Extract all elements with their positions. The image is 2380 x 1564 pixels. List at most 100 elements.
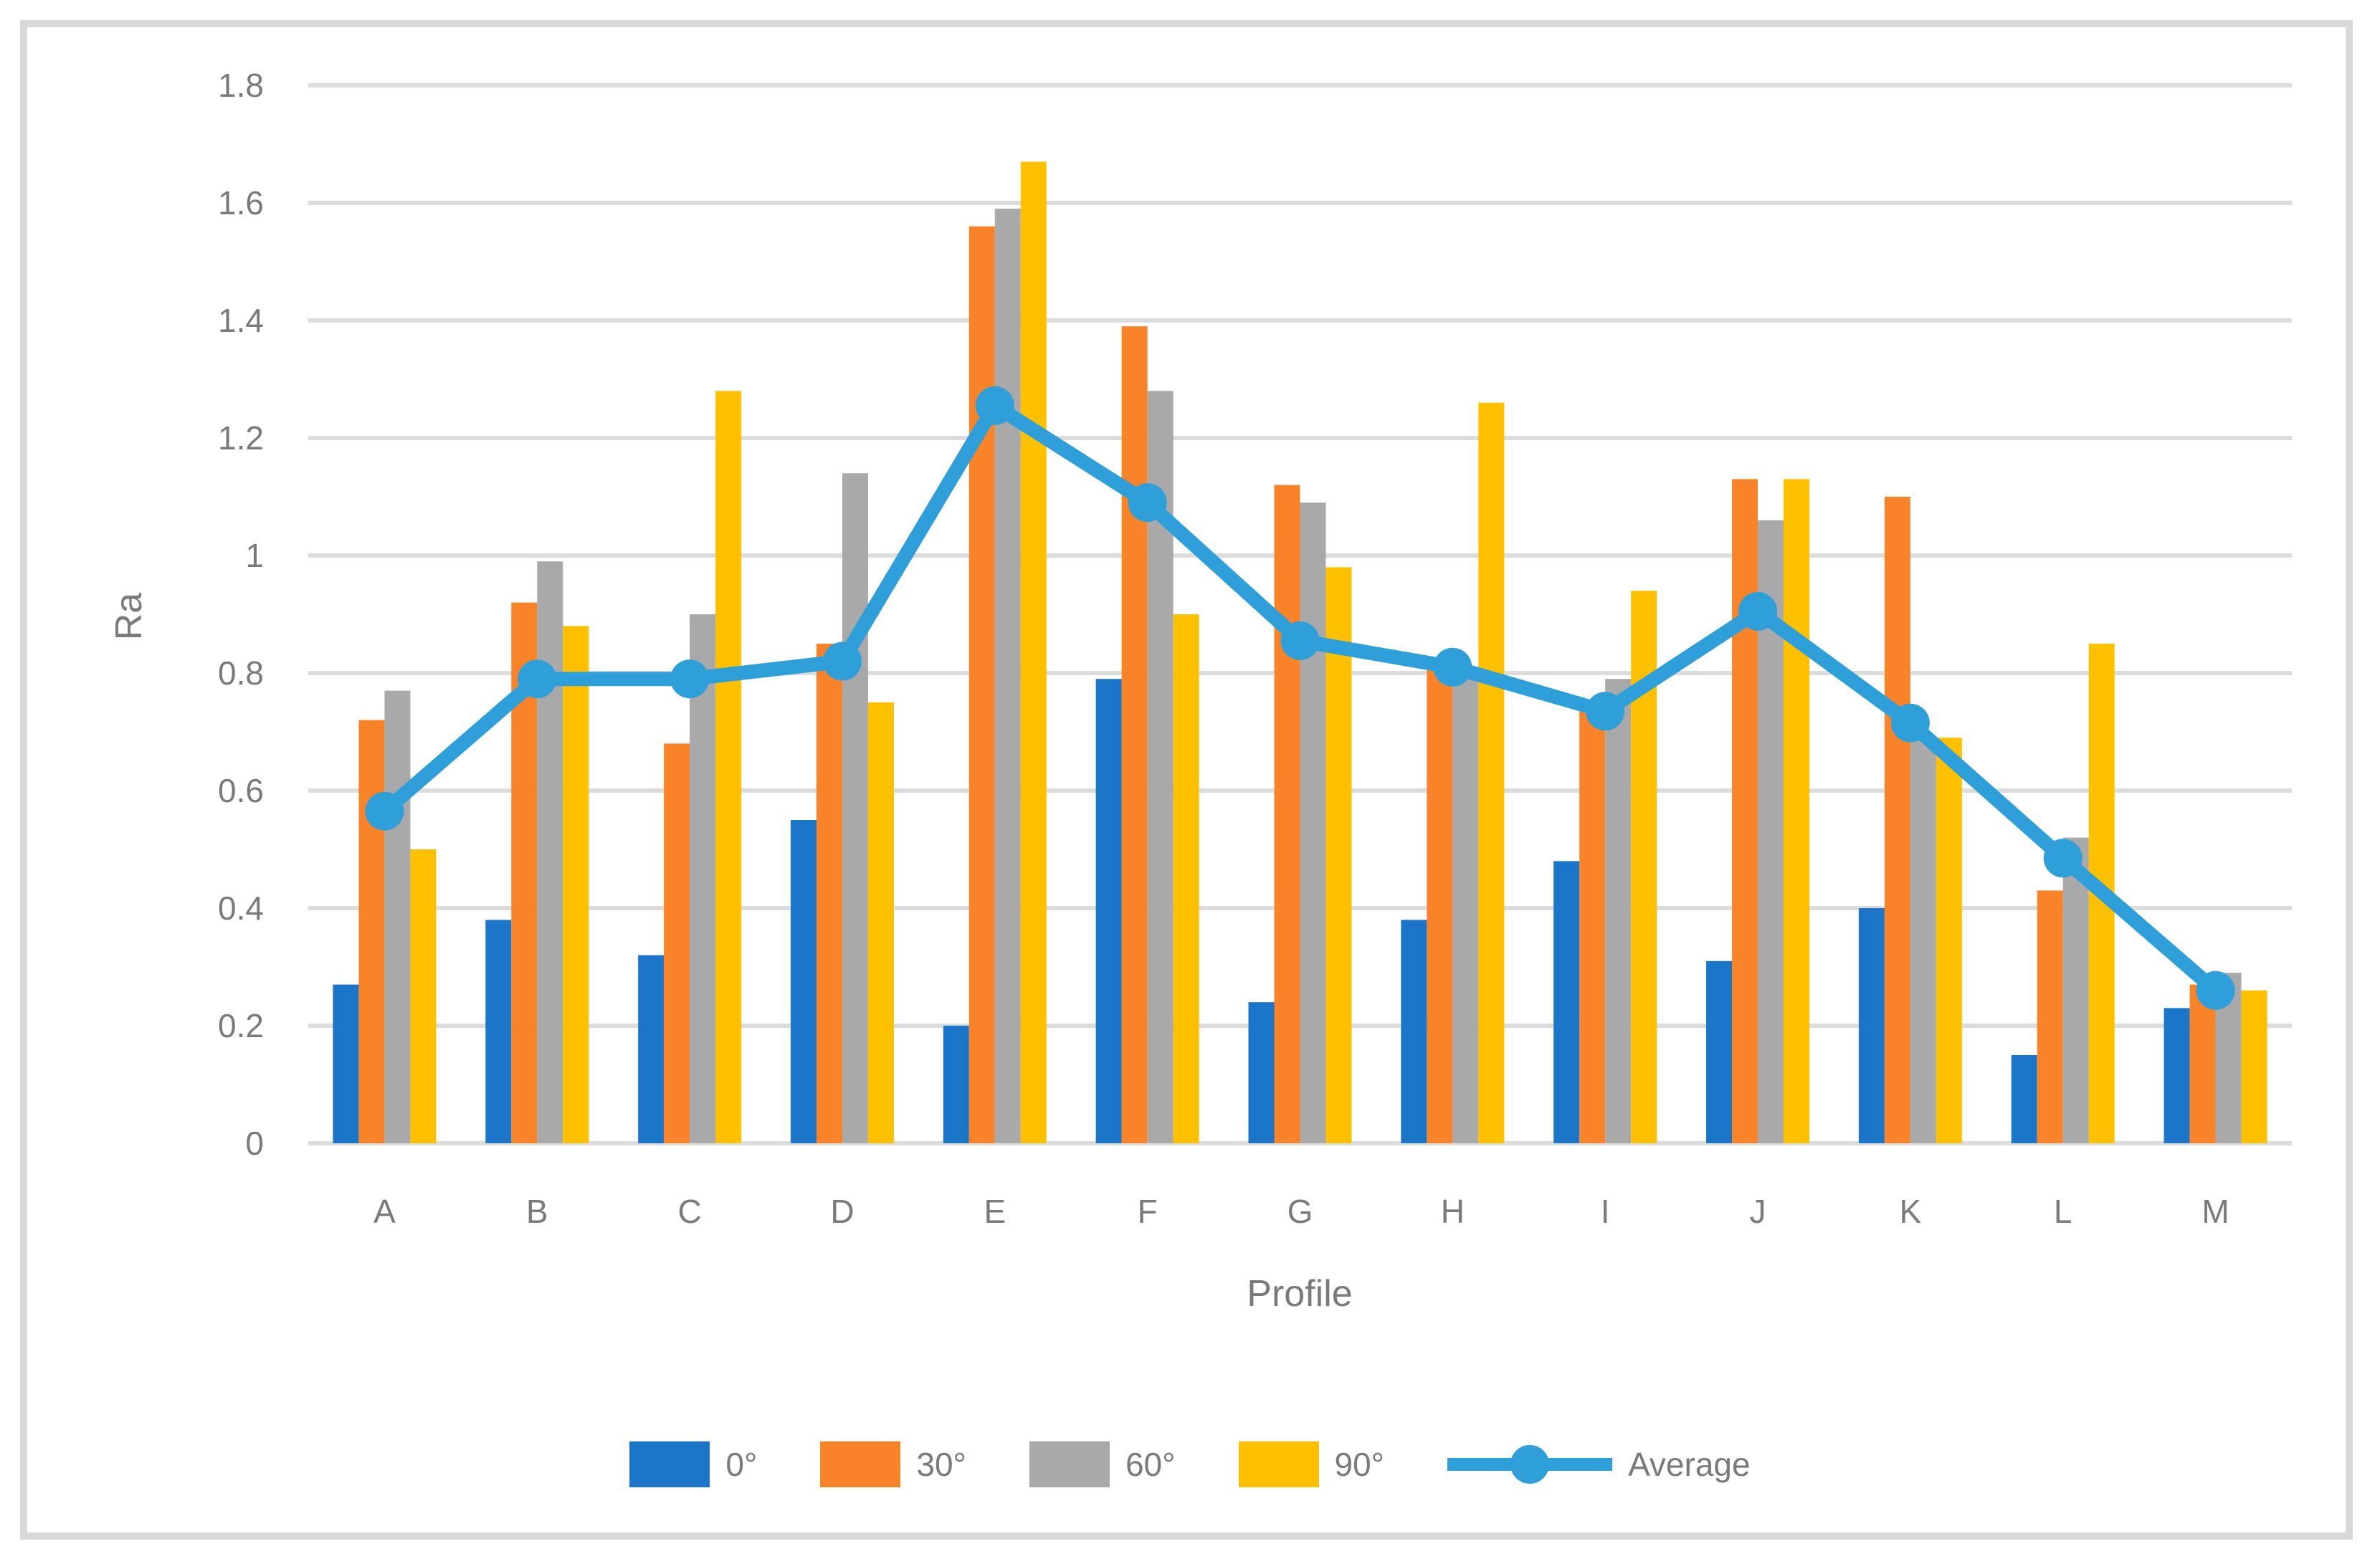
- x-tick-label: D: [830, 1193, 854, 1230]
- legend-label-Average: Average: [1628, 1446, 1751, 1483]
- y-tick-label: 0.4: [218, 890, 264, 927]
- average-marker-L: [2043, 839, 2082, 878]
- bar-I-0deg: [1553, 861, 1580, 1143]
- bar-A-60deg: [384, 690, 411, 1143]
- bar-J-30deg: [1732, 479, 1758, 1143]
- y-tick-label: 0.8: [218, 654, 264, 692]
- bar-D-0deg: [790, 820, 817, 1143]
- bar-C-60deg: [690, 614, 716, 1143]
- average-marker-G: [1280, 621, 1320, 660]
- bar-M-0deg: [2164, 1008, 2190, 1143]
- average-marker-M: [2196, 971, 2235, 1010]
- bar-B-0deg: [485, 920, 512, 1143]
- x-tick-label: J: [1750, 1193, 1766, 1230]
- legend-item-90deg: 90°: [1238, 1441, 1385, 1487]
- average-marker-E: [975, 386, 1014, 425]
- legend-swatch-90deg: [1238, 1441, 1319, 1487]
- bar-B-90deg: [563, 626, 589, 1143]
- bar-H-30deg: [1427, 667, 1453, 1143]
- x-tick-label: G: [1287, 1193, 1313, 1230]
- bar-K-90deg: [1936, 738, 1962, 1143]
- average-marker-H: [1433, 647, 1472, 687]
- bar-I-30deg: [1579, 708, 1606, 1143]
- x-tick-label: C: [677, 1193, 701, 1230]
- legend-item-60deg: 60°: [1029, 1441, 1176, 1487]
- legend-label-30deg: 30°: [916, 1446, 966, 1483]
- average-marker-I: [1586, 692, 1625, 731]
- bar-E-90deg: [1020, 161, 1047, 1144]
- legend-item-Average: Average: [1447, 1439, 1751, 1489]
- bar-G-30deg: [1274, 485, 1300, 1143]
- bar-L-30deg: [2037, 890, 2063, 1143]
- x-tick-label: F: [1138, 1193, 1158, 1230]
- x-tick-label: E: [984, 1193, 1006, 1230]
- bar-D-60deg: [842, 473, 868, 1143]
- legend-item-30deg: 30°: [820, 1441, 966, 1487]
- average-marker-C: [670, 659, 710, 699]
- bar-K-30deg: [1884, 497, 1910, 1143]
- bar-A-90deg: [410, 849, 437, 1143]
- legend-line-marker-sample: [1447, 1445, 1613, 1484]
- bar-G-0deg: [1248, 1002, 1275, 1143]
- legend-swatch-30deg: [820, 1441, 901, 1487]
- bar-K-60deg: [1910, 738, 1936, 1143]
- bar-M-30deg: [2189, 984, 2216, 1143]
- y-tick-label: 1.4: [218, 302, 264, 339]
- y-tick-label: 0.6: [218, 772, 264, 809]
- average-marker-D: [822, 642, 862, 681]
- bar-B-60deg: [537, 561, 563, 1143]
- y-tick-label: 0.2: [218, 1007, 264, 1044]
- bar-H-0deg: [1401, 920, 1427, 1143]
- bar-I-60deg: [1605, 679, 1632, 1143]
- average-marker-A: [365, 791, 404, 831]
- legend: 0° 30° 60° 90° Average: [0, 1418, 2380, 1511]
- x-axis-title: Profile: [1247, 1273, 1353, 1315]
- average-marker-F: [1128, 483, 1167, 523]
- x-tick-label: B: [526, 1193, 548, 1230]
- bar-C-90deg: [715, 391, 742, 1143]
- bar-D-90deg: [867, 702, 894, 1143]
- x-tick-label: A: [373, 1193, 396, 1230]
- bar-L-0deg: [2011, 1055, 2037, 1143]
- bar-J-90deg: [1784, 479, 1810, 1143]
- legend-label-60deg: 60°: [1125, 1446, 1176, 1483]
- legend-swatch-0deg: [629, 1441, 710, 1487]
- x-tick-label: M: [2202, 1193, 2229, 1230]
- x-tick-label: H: [1441, 1193, 1465, 1230]
- y-tick-label: 1.6: [218, 184, 264, 221]
- y-tick-label: 1.8: [218, 67, 264, 104]
- average-marker-J: [1738, 591, 1778, 631]
- legend-label-0deg: 0°: [725, 1446, 758, 1483]
- bar-H-60deg: [1452, 679, 1479, 1143]
- x-tick-label: L: [2054, 1193, 2072, 1230]
- legend-swatch-60deg: [1029, 1441, 1110, 1487]
- bar-K-0deg: [1858, 908, 1885, 1143]
- y-tick-label: 1.2: [218, 419, 264, 457]
- bar-A-0deg: [333, 984, 359, 1143]
- average-marker-K: [1890, 703, 1930, 743]
- bar-C-30deg: [664, 743, 690, 1143]
- bar-L-60deg: [2062, 837, 2089, 1143]
- y-axis-title: Ra: [108, 592, 150, 641]
- bar-D-30deg: [816, 644, 842, 1143]
- x-tick-label: K: [1900, 1193, 1922, 1230]
- bar-G-60deg: [1300, 502, 1326, 1143]
- average-marker-B: [518, 659, 557, 699]
- bar-E-0deg: [943, 1026, 969, 1143]
- legend-label-90deg: 90°: [1334, 1446, 1385, 1483]
- x-tick-label: I: [1601, 1193, 1610, 1230]
- bar-H-90deg: [1478, 402, 1505, 1143]
- bar-E-60deg: [994, 209, 1021, 1144]
- y-tick-label: 0: [245, 1125, 264, 1162]
- legend-item-0deg: 0°: [629, 1441, 757, 1487]
- bar-F-90deg: [1173, 614, 1199, 1143]
- bar-A-30deg: [358, 720, 385, 1143]
- y-tick-label: 1: [245, 537, 264, 574]
- bar-F-0deg: [1095, 679, 1122, 1143]
- bar-J-0deg: [1706, 960, 1733, 1143]
- bar-E-30deg: [968, 226, 995, 1143]
- bar-M-90deg: [2241, 990, 2267, 1143]
- bar-F-30deg: [1121, 326, 1148, 1144]
